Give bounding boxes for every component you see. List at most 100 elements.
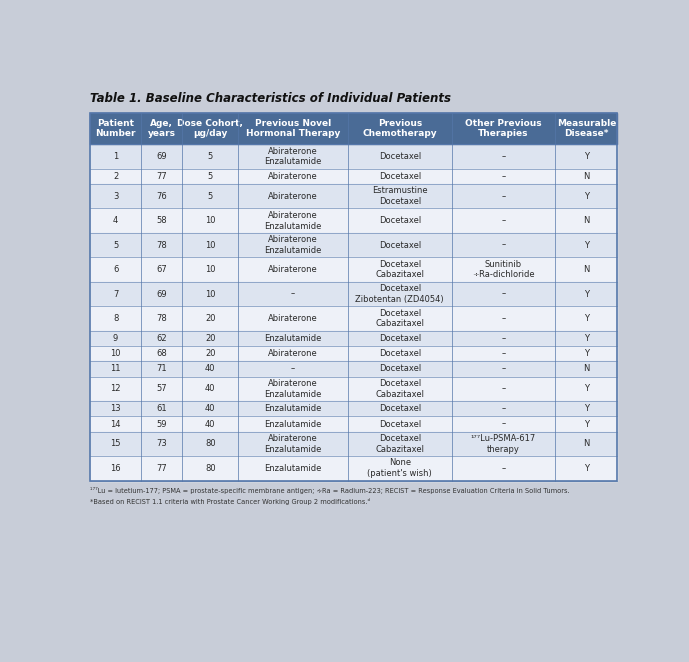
Text: –: – <box>291 289 296 299</box>
Text: –: – <box>502 420 506 428</box>
Text: –: – <box>502 385 506 393</box>
Text: 2: 2 <box>113 172 119 181</box>
Text: 6: 6 <box>113 265 119 274</box>
Text: Abiraterone
Enzalutamide: Abiraterone Enzalutamide <box>265 211 322 230</box>
Text: Y: Y <box>584 464 589 473</box>
Text: 3: 3 <box>113 192 119 201</box>
Text: Docetaxel: Docetaxel <box>379 152 421 161</box>
Text: N: N <box>583 440 590 448</box>
Bar <box>90 144 617 169</box>
Text: 68: 68 <box>156 349 167 358</box>
Text: –: – <box>502 216 506 225</box>
Text: 4: 4 <box>113 216 119 225</box>
Text: 10: 10 <box>205 240 216 250</box>
Text: Docetaxel: Docetaxel <box>379 216 421 225</box>
Text: 10: 10 <box>205 289 216 299</box>
Text: Enzalutamide: Enzalutamide <box>265 464 322 473</box>
Text: 59: 59 <box>156 420 167 428</box>
Text: –: – <box>502 404 506 413</box>
Text: Previous
Chemotherapy: Previous Chemotherapy <box>362 118 437 138</box>
Text: *Based on RECIST 1.1 criteria with Prostate Cancer Working Group 2 modifications: *Based on RECIST 1.1 criteria with Prost… <box>90 498 371 505</box>
Bar <box>90 331 617 346</box>
Text: 15: 15 <box>110 440 121 448</box>
Text: 16: 16 <box>110 464 121 473</box>
Text: –: – <box>502 172 506 181</box>
Text: –: – <box>291 365 296 373</box>
Text: Abiraterone: Abiraterone <box>268 314 318 323</box>
Bar <box>90 209 617 233</box>
Text: Y: Y <box>584 385 589 393</box>
Text: Docetaxel: Docetaxel <box>379 349 421 358</box>
Text: Abiraterone
Enzalutamide: Abiraterone Enzalutamide <box>265 379 322 399</box>
Text: 10: 10 <box>110 349 121 358</box>
Text: 80: 80 <box>205 440 216 448</box>
Text: 61: 61 <box>156 404 167 413</box>
Text: Age,
years: Age, years <box>147 118 176 138</box>
Text: Dose Cohort,
μg/day: Dose Cohort, μg/day <box>177 118 243 138</box>
Text: Measurable
Disease*: Measurable Disease* <box>557 118 616 138</box>
Bar <box>90 113 617 144</box>
Text: 40: 40 <box>205 404 216 413</box>
Text: 76: 76 <box>156 192 167 201</box>
Bar <box>90 282 617 307</box>
Text: Patient
Number: Patient Number <box>95 118 136 138</box>
Text: Docetaxel
Cabazitaxel: Docetaxel Cabazitaxel <box>376 260 424 279</box>
Text: Docetaxel: Docetaxel <box>379 240 421 250</box>
Text: Y: Y <box>584 420 589 428</box>
Text: 67: 67 <box>156 265 167 274</box>
Text: ¹⁷⁷Lu-PSMA-617
therapy: ¹⁷⁷Lu-PSMA-617 therapy <box>471 434 536 453</box>
Bar <box>90 307 617 331</box>
Text: –: – <box>502 314 506 323</box>
Text: Other Previous
Therapies: Other Previous Therapies <box>465 118 542 138</box>
Text: Enzalutamide: Enzalutamide <box>265 334 322 343</box>
Text: Docetaxel: Docetaxel <box>379 420 421 428</box>
Text: Y: Y <box>584 152 589 161</box>
Text: Abiraterone: Abiraterone <box>268 192 318 201</box>
Text: –: – <box>502 192 506 201</box>
Text: 9: 9 <box>113 334 119 343</box>
Text: Y: Y <box>584 240 589 250</box>
Text: 78: 78 <box>156 314 167 323</box>
Bar <box>90 346 617 361</box>
Text: Y: Y <box>584 334 589 343</box>
Text: Docetaxel: Docetaxel <box>379 172 421 181</box>
Text: Abiraterone: Abiraterone <box>268 265 318 274</box>
Bar <box>90 377 617 401</box>
Text: N: N <box>583 216 590 225</box>
Text: 78: 78 <box>156 240 167 250</box>
Text: 5: 5 <box>113 240 119 250</box>
Text: Docetaxel
Zibotentan (ZD4054): Docetaxel Zibotentan (ZD4054) <box>356 284 444 304</box>
Text: Y: Y <box>584 192 589 201</box>
Text: 10: 10 <box>205 216 216 225</box>
Text: Y: Y <box>584 289 589 299</box>
Text: None
(patient's wish): None (patient's wish) <box>367 459 432 478</box>
Text: 69: 69 <box>156 289 167 299</box>
Text: Enzalutamide: Enzalutamide <box>265 420 322 428</box>
Text: 71: 71 <box>156 365 167 373</box>
Text: –: – <box>502 289 506 299</box>
Text: Abiraterone
Enzalutamide: Abiraterone Enzalutamide <box>265 146 322 166</box>
Text: 57: 57 <box>156 385 167 393</box>
Text: 14: 14 <box>110 420 121 428</box>
Bar <box>90 361 617 377</box>
Text: Previous Novel
Hormonal Therapy: Previous Novel Hormonal Therapy <box>246 118 340 138</box>
Text: –: – <box>502 240 506 250</box>
Text: –: – <box>502 152 506 161</box>
Bar <box>90 184 617 209</box>
Text: 12: 12 <box>110 385 121 393</box>
Text: 77: 77 <box>156 464 167 473</box>
Text: Enzalutamide: Enzalutamide <box>265 404 322 413</box>
Text: 10: 10 <box>205 265 216 274</box>
Text: –: – <box>502 365 506 373</box>
Text: Y: Y <box>584 404 589 413</box>
Text: 80: 80 <box>205 464 216 473</box>
Text: Docetaxel
Cabazitaxel: Docetaxel Cabazitaxel <box>376 308 424 328</box>
Text: Y: Y <box>584 314 589 323</box>
Text: Docetaxel: Docetaxel <box>379 365 421 373</box>
Text: N: N <box>583 172 590 181</box>
Text: Table 1. Baseline Characteristics of Individual Patients: Table 1. Baseline Characteristics of Ind… <box>90 92 451 105</box>
Text: Abiraterone
Enzalutamide: Abiraterone Enzalutamide <box>265 434 322 453</box>
Bar <box>90 169 617 184</box>
Text: 20: 20 <box>205 314 216 323</box>
Text: Docetaxel
Cabazitaxel: Docetaxel Cabazitaxel <box>376 434 424 453</box>
